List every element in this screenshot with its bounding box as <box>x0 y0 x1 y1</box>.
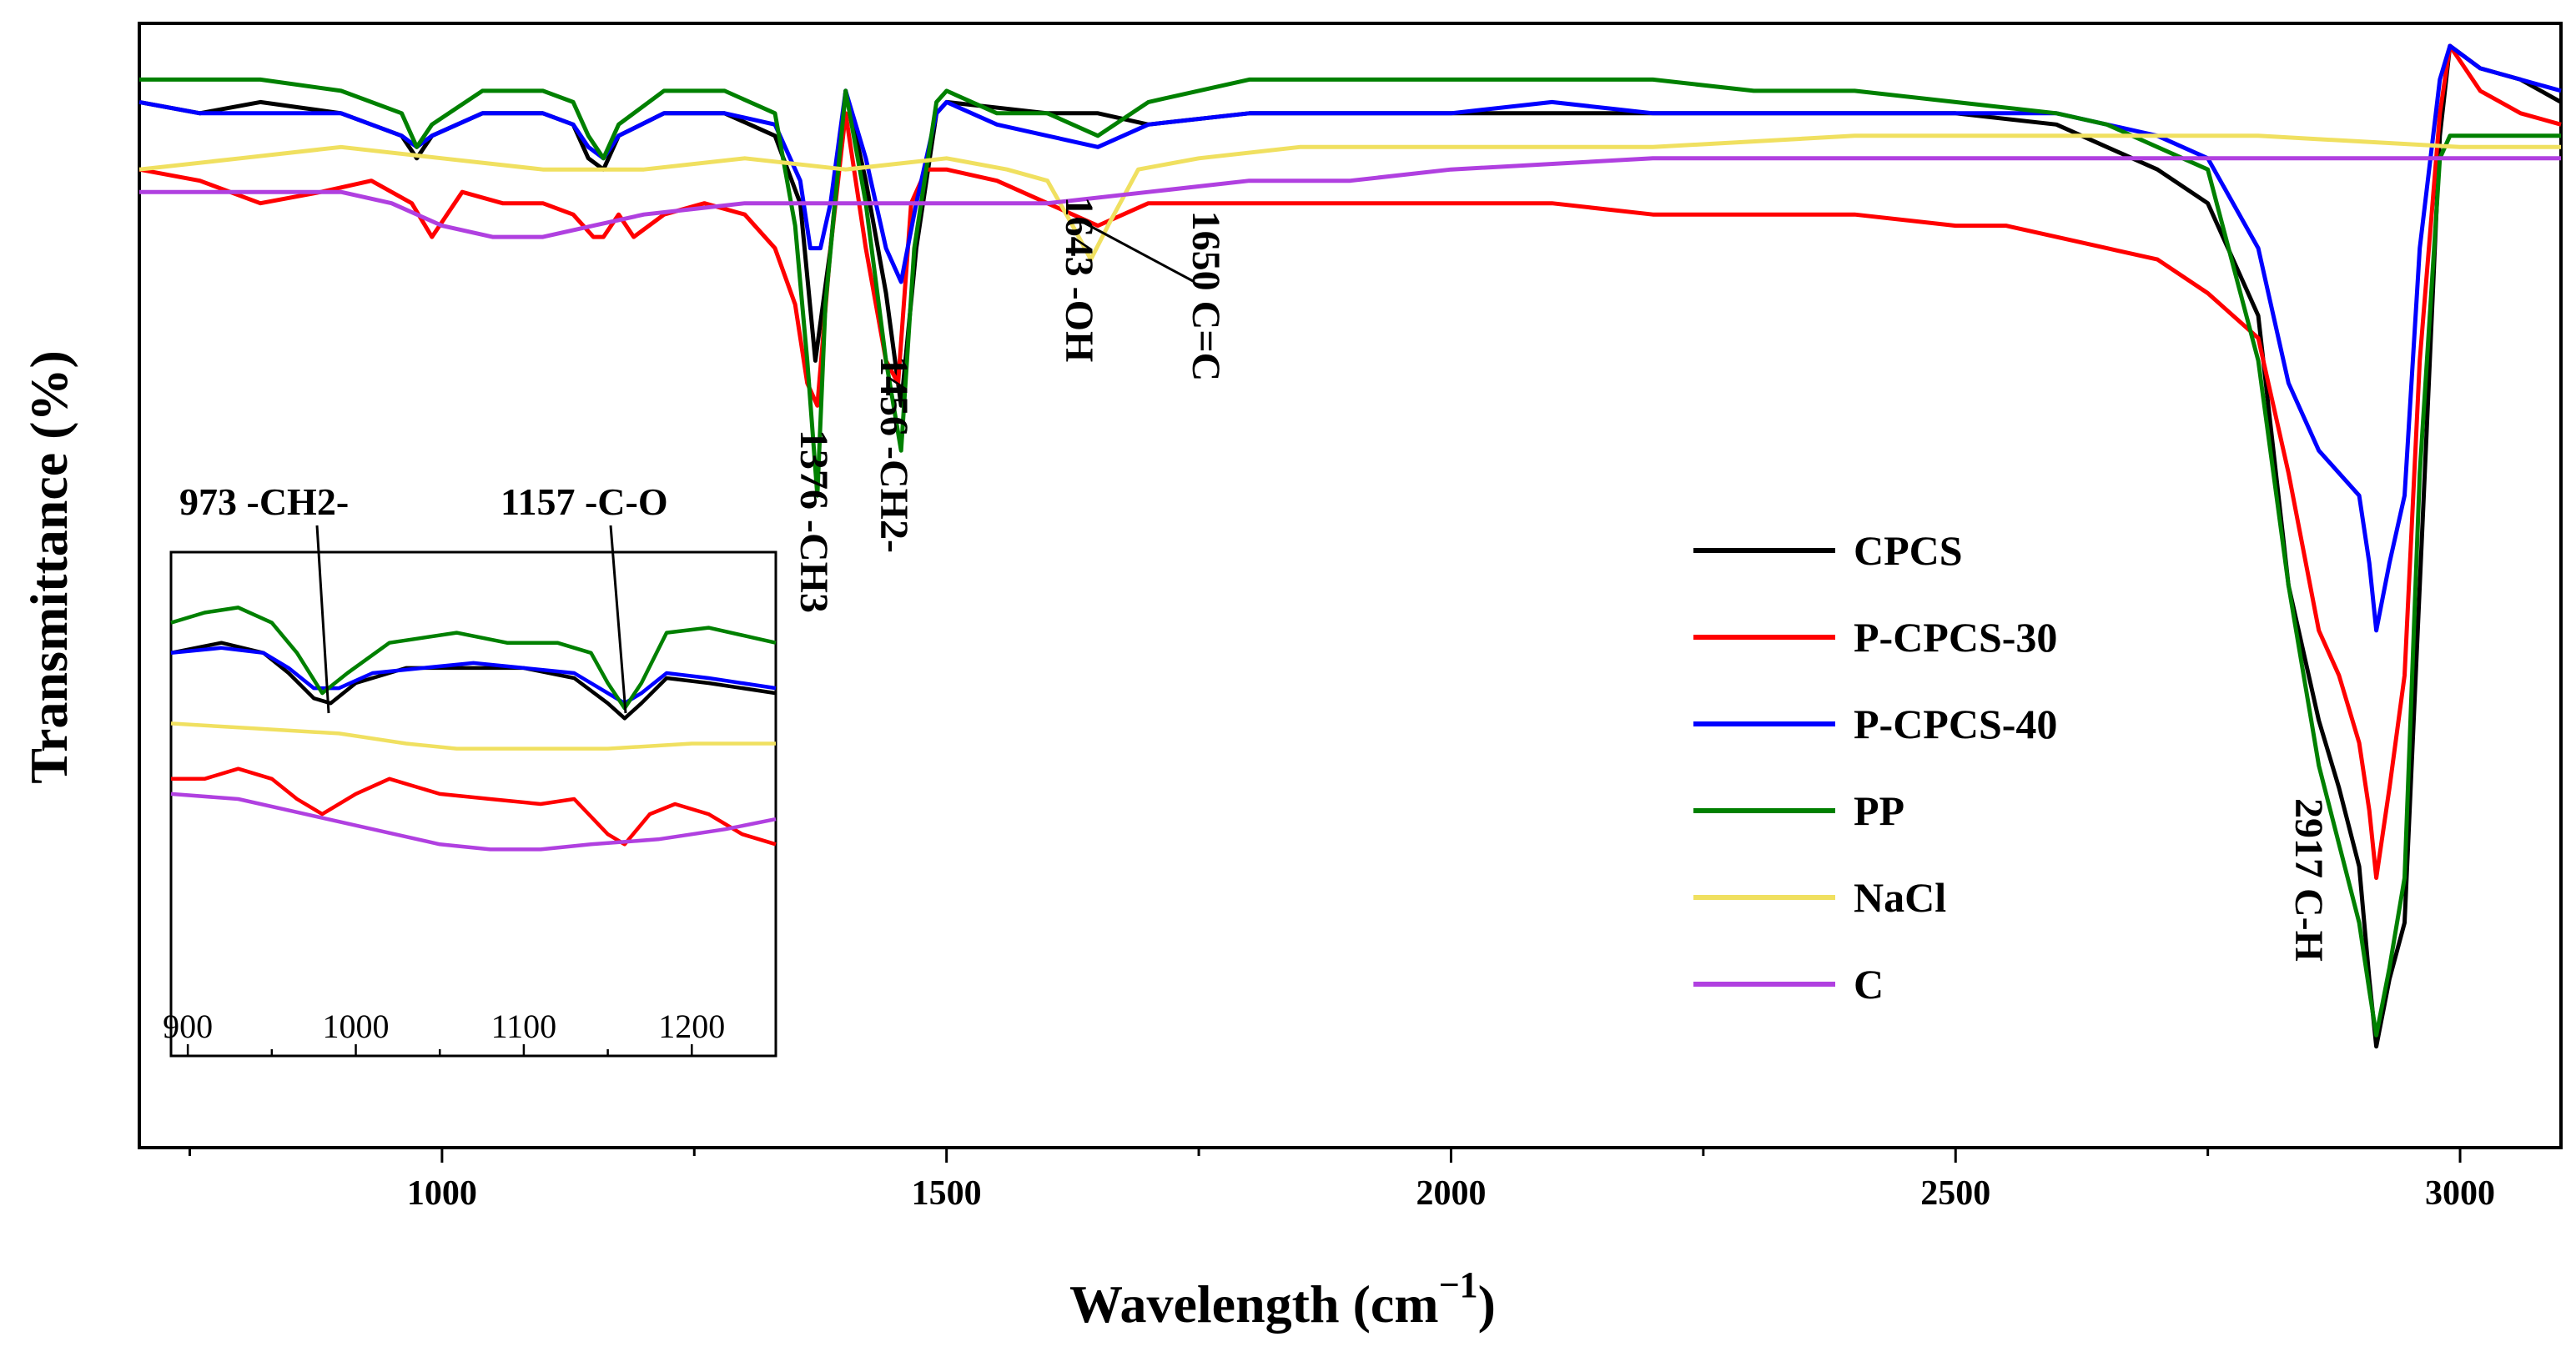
series-line-c <box>139 156 2561 239</box>
inset-series-line-p-cpcs-30 <box>171 766 777 847</box>
legend-label-p-cpcs-30: P-CPCS-30 <box>1854 614 2057 661</box>
inset-series-line-pp <box>170 606 777 711</box>
inset-series-line-nacl <box>170 721 776 751</box>
peak-annotations: 1376 -CH3 1456 -CH2- 1643 -OH 1650 C=C 2917 … <box>792 197 2331 962</box>
x-tick-label: 2500 <box>1920 1174 1990 1213</box>
inset-x-tick-label: 1100 <box>491 1008 557 1045</box>
series-line-nacl <box>138 133 2561 262</box>
plot-frame <box>138 22 2563 1149</box>
annotation-leader-line <box>1075 217 1195 284</box>
inset-x-tick-label: 1200 <box>658 1008 725 1045</box>
inset-leader-line <box>609 525 627 714</box>
peak-label-1376-ch3: 1376 -CH3 <box>792 430 836 613</box>
inset-series-line-p-cpcs-40 <box>170 646 777 706</box>
peak-label-1456-ch2: 1456 -CH2- <box>872 356 916 553</box>
x-tick-label: 2000 <box>1416 1174 1486 1213</box>
x-axis-title-sup: −1 <box>1439 1264 1478 1305</box>
legend-label-pp: PP <box>1854 787 1904 834</box>
series-line-p-cpcs-30 <box>138 43 2562 880</box>
series-line-p-cpcs-40 <box>138 43 2562 633</box>
main-series-group <box>138 43 2563 1049</box>
legend-label-nacl: NaCl <box>1854 874 1946 921</box>
legend: CPCS P-CPCS-30 P-CPCS-40 PP NaCl C <box>1693 527 2057 1008</box>
x-axis-title-main: Wavelength (cm <box>1069 1274 1439 1334</box>
inset-series-line-c <box>170 792 777 852</box>
peak-label-1650-c-c: 1650 C=C <box>1184 211 1228 382</box>
x-axis-ticks: 1000 1500 2000 2500 3000 <box>188 1148 2495 1213</box>
inset-annotations: 973 -CH2- 1157 -C-O <box>179 480 668 714</box>
inset-series-group <box>170 606 777 852</box>
y-axis-title: Transmittance (%) <box>19 350 78 784</box>
legend-label-p-cpcs-40: P-CPCS-40 <box>1854 701 2057 747</box>
inset-leader-line <box>315 525 330 714</box>
peak-label-1643-oh: 1643 -OH <box>1057 197 1101 363</box>
x-tick-label: 3000 <box>2425 1174 2495 1213</box>
series-line-pp <box>139 77 2561 1038</box>
legend-label-cpcs: CPCS <box>1854 527 1963 574</box>
inset-x-ticks: 900 1000 1100 1200 <box>163 1008 777 1056</box>
x-tick-label: 1000 <box>407 1174 477 1213</box>
inset-x-tick-label: 1000 <box>323 1008 390 1045</box>
legend-label-c: C <box>1854 961 1884 1008</box>
x-tick-label: 1500 <box>912 1174 982 1213</box>
peak-label-2917-c-h: 2917 C-H <box>2287 798 2331 962</box>
inset-peak-label-973-ch2: 973 -CH2- <box>179 480 349 523</box>
inset-peak-label-1157-c-o: 1157 -C-O <box>501 480 668 523</box>
x-axis-title: Wavelength (cm−1) <box>1069 1264 1496 1334</box>
inset-series-line-cpcs <box>170 641 777 721</box>
x-axis-title-close: ) <box>1478 1274 1496 1334</box>
inset-x-tick-label: 900 <box>163 1008 213 1045</box>
